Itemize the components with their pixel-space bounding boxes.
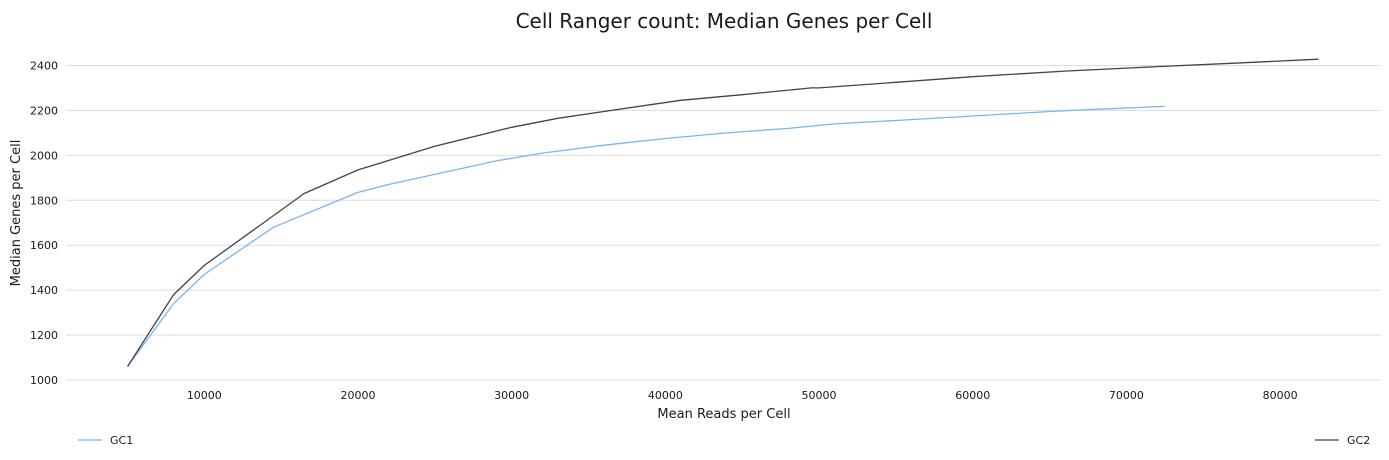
legend-label-gc2: GC2 <box>1347 434 1370 447</box>
y-tick-label: 1400 <box>30 284 58 297</box>
y-tick-label: 1000 <box>30 374 58 387</box>
grid-lines <box>66 64 1380 381</box>
y-axis-ticks: 1000 1200 1400 1600 1800 2000 2200 2400 <box>30 59 58 387</box>
x-tick-label: 30000 <box>494 389 529 402</box>
x-axis-ticks: 10000 20000 30000 40000 50000 60000 70000 80000 <box>187 389 1298 402</box>
x-tick-label: 50000 <box>802 389 837 402</box>
chart-title: Cell Ranger count: Median Genes per Cell <box>516 9 933 33</box>
y-tick-label: 1800 <box>30 194 58 207</box>
series-line-gc2 <box>126 58 1319 367</box>
y-tick-label: 1600 <box>30 239 58 252</box>
legend: GC1 GC2 <box>78 434 1370 447</box>
x-tick-label: 10000 <box>187 389 222 402</box>
y-tick-label: 1200 <box>30 329 58 342</box>
x-tick-label: 20000 <box>341 389 376 402</box>
y-tick-label: 2200 <box>30 104 58 117</box>
y-axis-label: Median Genes per Cell <box>9 140 24 287</box>
x-tick-label: 80000 <box>1263 389 1298 402</box>
series-lines <box>126 58 1319 367</box>
series-line-gc1 <box>126 105 1165 367</box>
y-tick-label: 2000 <box>30 149 58 162</box>
legend-label-gc1: GC1 <box>110 434 133 447</box>
x-axis-label: Mean Reads per Cell <box>657 407 790 422</box>
x-tick-label: 60000 <box>955 389 990 402</box>
x-tick-label: 40000 <box>648 389 683 402</box>
y-tick-label: 2400 <box>30 59 58 72</box>
x-tick-label: 70000 <box>1109 389 1144 402</box>
